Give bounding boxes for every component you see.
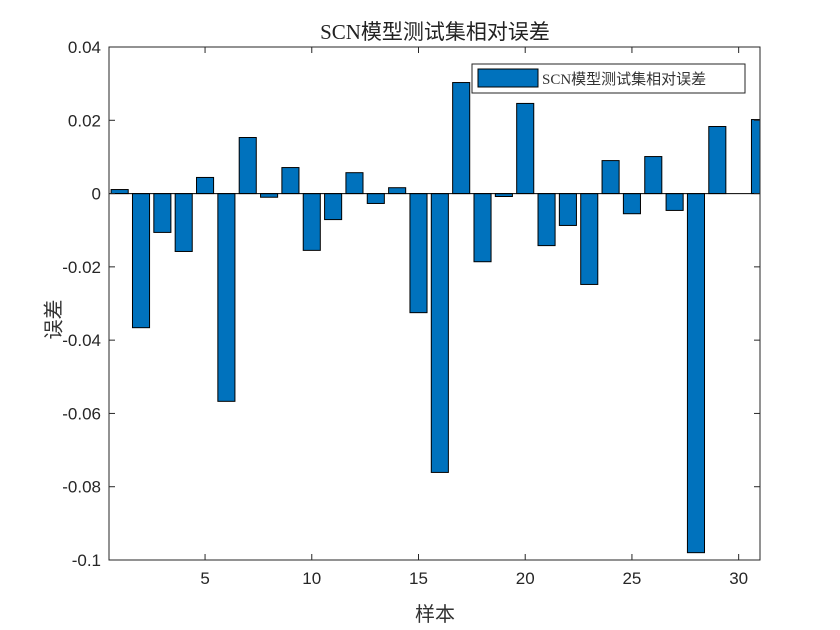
bar xyxy=(686,193,706,554)
x-axis-label: 样本 xyxy=(415,604,455,626)
x-tick-label: 25 xyxy=(622,569,641,588)
x-tick-label: 10 xyxy=(302,569,321,588)
bar xyxy=(473,193,492,263)
legend-swatch xyxy=(477,68,539,88)
x-tick-label: 15 xyxy=(409,569,428,588)
x-tick-label: 5 xyxy=(200,569,209,588)
y-tick-label: 0.02 xyxy=(68,111,101,130)
chart-title: SCN模型测试集相对误差 xyxy=(320,20,550,44)
bar xyxy=(388,187,407,195)
bar xyxy=(665,193,684,211)
bar xyxy=(260,193,279,198)
y-tick-label: -0.08 xyxy=(62,478,101,497)
x-tick-label: 20 xyxy=(516,569,535,588)
y-tick-label: -0.02 xyxy=(62,258,101,277)
bars-group xyxy=(110,82,760,554)
bar xyxy=(409,193,428,314)
bar xyxy=(644,156,663,195)
y-tick-label: -0.04 xyxy=(62,331,101,350)
legend-label: SCN模型测试集相对误差 xyxy=(542,71,706,88)
y-tick-label: -0.1 xyxy=(72,551,101,570)
bar xyxy=(131,193,151,329)
bar xyxy=(345,172,364,195)
plot-frame xyxy=(108,46,761,561)
bar xyxy=(281,167,300,195)
bar xyxy=(324,193,343,221)
bar xyxy=(366,193,385,204)
bar xyxy=(708,126,727,195)
bar xyxy=(516,102,535,195)
bar xyxy=(558,193,577,226)
bar xyxy=(601,160,620,195)
bar xyxy=(110,189,129,195)
x-tick-label: 30 xyxy=(729,569,748,588)
bar xyxy=(622,193,641,215)
y-tick-label: -0.06 xyxy=(62,404,101,423)
bar xyxy=(430,193,449,473)
bar xyxy=(153,193,172,233)
bar xyxy=(196,176,215,195)
y-tick-label: 0 xyxy=(92,185,101,204)
bar xyxy=(452,82,471,195)
bar xyxy=(302,193,321,251)
bar xyxy=(238,137,257,195)
bar xyxy=(174,193,193,252)
bar xyxy=(537,193,556,247)
bar xyxy=(580,193,599,285)
y-tick-label: 0.04 xyxy=(68,38,101,57)
bar xyxy=(217,193,236,402)
